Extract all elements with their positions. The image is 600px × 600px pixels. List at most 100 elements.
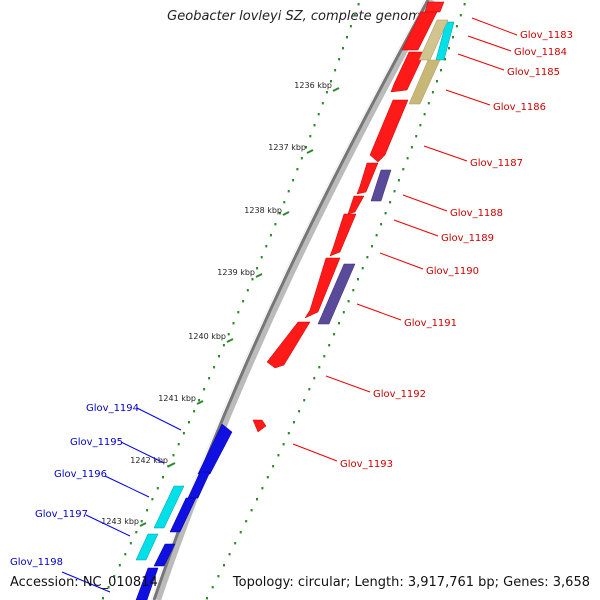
gene-glov-1188-arrow[interactable] <box>356 162 379 195</box>
scale-dot <box>193 410 196 413</box>
gene-label-glov-1192[interactable]: Glov_1192 <box>325 375 426 400</box>
gene-glov-1183-arrow[interactable] <box>424 1 445 13</box>
gene-glov-1187-arrow[interactable] <box>369 99 409 163</box>
scale-dot <box>287 432 290 435</box>
kbp-tick: 1236 kbp <box>294 81 340 92</box>
scale-dot <box>366 256 369 259</box>
scale-dot <box>300 157 303 160</box>
gene-glov-1189-arrow[interactable] <box>347 195 365 215</box>
kbp-tick: 1242 kbp <box>130 456 176 467</box>
gene-glov-1184-arrow[interactable] <box>401 11 438 51</box>
gene-glov-1193-arrow[interactable] <box>252 419 267 433</box>
svg-text:Glov_1189: Glov_1189 <box>441 233 494 244</box>
gene-label-glov-1191[interactable]: Glov_1191 <box>356 303 457 329</box>
scale-dot <box>334 69 337 72</box>
scale-dot <box>129 542 132 545</box>
scale-dot <box>162 476 164 479</box>
genome-title: Geobacter lovleyi SZ, complete genome <box>167 9 429 24</box>
scale-dot <box>118 564 121 567</box>
scale-dot <box>415 135 418 138</box>
scale-dot <box>256 498 258 501</box>
scale-dot <box>269 234 272 237</box>
gene-glov-1194-arrow[interactable] <box>197 423 233 475</box>
gene-glov-1196-arrow[interactable] <box>169 497 197 533</box>
kbp-tick: 1240 kbp <box>188 332 234 343</box>
gene-glov-1191-feature[interactable] <box>317 263 356 325</box>
scale-dot <box>455 25 458 28</box>
scale-dot <box>427 102 430 105</box>
scale-dot <box>333 333 336 336</box>
gene-label-glov-1183[interactable]: Glov_1183 <box>471 17 573 41</box>
kbp-tick-label: 1240 kbp <box>188 332 226 341</box>
scale-dot <box>272 465 275 468</box>
scale-dot <box>222 344 225 347</box>
gene-glov-1184-rna[interactable] <box>435 21 455 61</box>
gene-glov-1186-feature[interactable] <box>408 59 441 105</box>
gene-glov-1198-arrow[interactable] <box>135 567 159 600</box>
kbp-tick: 1237 kbp <box>268 143 314 154</box>
gene-label-glov-1185[interactable]: Glov_1185 <box>457 53 560 78</box>
scale-dot <box>444 58 446 61</box>
svg-text:Glov_1185: Glov_1185 <box>507 67 560 78</box>
scale-dot <box>265 245 268 248</box>
gene-glov-1197-arrow[interactable] <box>153 543 176 567</box>
scale-dot <box>328 344 331 347</box>
gene-label-glov-1195[interactable]: Glov_1195 <box>70 437 165 464</box>
forward-genes <box>252 1 445 433</box>
scale-dot <box>346 36 348 39</box>
scale-dot <box>232 322 235 325</box>
scale-dot <box>217 575 220 578</box>
scale-dot <box>321 102 324 105</box>
scale-dot <box>338 322 340 325</box>
gene-glov-1196-rna[interactable] <box>153 485 185 529</box>
scale-dot <box>352 289 355 292</box>
scale-dot <box>107 586 110 589</box>
scale-dot <box>198 399 201 402</box>
scale-dot <box>223 564 225 567</box>
gene-glov-1191-arrow[interactable] <box>304 257 341 319</box>
gene-label-glov-1188[interactable]: Glov_1188 <box>402 194 503 219</box>
gene-glov-1190-arrow[interactable] <box>329 213 357 257</box>
scale-dot <box>406 157 409 160</box>
scale-dot <box>397 179 400 182</box>
scale-dot <box>342 311 345 314</box>
scale-dot <box>342 47 344 50</box>
scale-dot <box>256 267 259 270</box>
scale-dot <box>277 454 280 457</box>
kbp-tick-label: 1237 kbp <box>268 143 306 152</box>
gene-label-glov-1198[interactable]: Glov_1198 <box>10 557 111 593</box>
scale-dot <box>325 91 328 94</box>
svg-text:Glov_1191: Glov_1191 <box>404 318 457 329</box>
scale-dot <box>146 509 149 512</box>
scale-dot <box>135 531 138 534</box>
gene-label-glov-1189[interactable]: Glov_1189 <box>393 219 494 244</box>
gene-label-glov-1190[interactable]: Glov_1190 <box>379 252 479 277</box>
scale-dot <box>218 355 220 358</box>
gene-glov-1197-rna[interactable] <box>135 533 159 561</box>
gene-label-glov-1193[interactable]: Glov_1193 <box>292 443 393 470</box>
gene-label-glov-1187[interactable]: Glov_1187 <box>423 145 523 169</box>
kbp-tick-label: 1241 kbp <box>158 394 196 403</box>
gene-glov-1192-arrow[interactable] <box>266 321 311 369</box>
svg-text:Glov_1196: Glov_1196 <box>54 469 107 480</box>
kbp-tick: 1243 kbp <box>101 517 147 527</box>
gene-glov-1188-feature[interactable] <box>370 169 392 202</box>
scale-dot <box>206 597 208 600</box>
scale-dot <box>393 190 396 193</box>
gene-label-glov-1197[interactable]: Glov_1197 <box>35 509 131 537</box>
kbp-tick: 1238 kbp <box>244 206 290 216</box>
scale-dot <box>317 113 320 116</box>
gene-label-glov-1196[interactable]: Glov_1196 <box>54 469 150 498</box>
scale-dot <box>419 124 422 127</box>
scale-dot <box>298 410 301 413</box>
scale-dot <box>375 234 378 237</box>
gene-label-glov-1186[interactable]: Glov_1186 <box>445 89 546 113</box>
svg-text:Glov_1195: Glov_1195 <box>70 437 123 448</box>
scale-dot <box>246 289 249 292</box>
kbp-tick: 1239 kbp <box>217 268 263 278</box>
gene-glov-1195-arrow[interactable] <box>187 471 211 499</box>
svg-text:Glov_1198: Glov_1198 <box>10 557 63 568</box>
gene-label-glov-1194[interactable]: Glov_1194 <box>86 403 182 431</box>
gene-label-glov-1184[interactable]: Glov_1184 <box>467 35 567 58</box>
kbp-tick-label: 1236 kbp <box>294 81 332 90</box>
